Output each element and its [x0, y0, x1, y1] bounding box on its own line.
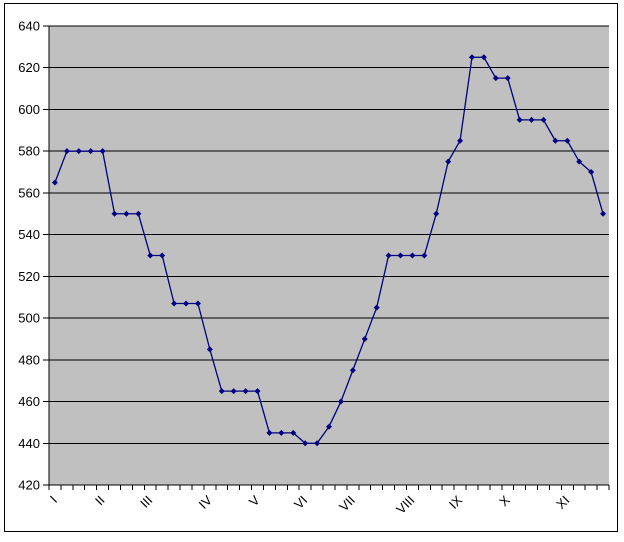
data-point-marker [504, 75, 511, 82]
data-point-marker [278, 429, 285, 436]
y-axis-tick-label: 640 [18, 19, 40, 34]
data-point-marker [457, 137, 464, 144]
data-point-marker [302, 440, 309, 447]
data-point-marker [397, 252, 404, 259]
x-axis-tick-label: IX [446, 492, 466, 512]
x-axis-tick-label: VII [336, 493, 358, 515]
data-point-marker [111, 210, 118, 217]
data-point-marker [183, 300, 190, 307]
data-point-marker [564, 137, 571, 144]
data-point-marker [528, 116, 535, 123]
data-point-marker [433, 210, 440, 217]
x-axis-tick-label: VI [291, 493, 310, 512]
data-point-marker [266, 429, 273, 436]
data-point-marker [552, 137, 559, 144]
x-axis-tick-label: IV [196, 492, 216, 512]
y-axis-tick-label: 420 [18, 478, 40, 493]
y-axis-tick-label: 440 [18, 436, 40, 451]
data-point-marker [373, 304, 380, 311]
data-point-marker [409, 252, 416, 259]
x-axis-tick-label: V [246, 492, 263, 509]
data-point-marker [337, 398, 344, 405]
y-axis-tick-label: 620 [18, 60, 40, 75]
data-point-marker [516, 116, 523, 123]
y-axis-tick-label: 560 [18, 185, 40, 200]
x-axis-tick-label: III [137, 493, 155, 511]
data-point-marker [576, 158, 583, 165]
x-axis-tick-label: XI [553, 493, 572, 512]
data-point-marker [600, 210, 607, 217]
y-axis-tick-label: 520 [18, 269, 40, 284]
data-point-marker [51, 179, 58, 186]
y-axis-tick-label: 480 [18, 352, 40, 367]
data-point-marker [349, 367, 356, 374]
data-point-marker [314, 440, 321, 447]
data-point-marker [480, 54, 487, 61]
data-point-marker [588, 169, 595, 176]
plot-area [49, 26, 609, 485]
data-point-marker [445, 158, 452, 165]
data-point-marker [159, 252, 166, 259]
data-point-marker [218, 388, 225, 395]
data-point-marker [421, 252, 428, 259]
data-point-marker [147, 252, 154, 259]
data-point-marker [135, 210, 142, 217]
data-point-marker [492, 75, 499, 82]
x-axis-tick-label: II [92, 493, 108, 509]
y-axis-tick-label: 540 [18, 227, 40, 242]
data-point-marker [75, 148, 82, 155]
data-point-marker [194, 300, 201, 307]
x-axis-tick-label: X [496, 492, 513, 509]
y-axis-tick-label: 460 [18, 394, 40, 409]
data-point-marker [361, 335, 368, 342]
data-point-marker [230, 388, 237, 395]
x-axis-tick-label: VIII [393, 493, 417, 517]
data-point-marker [326, 423, 332, 430]
data-point-marker [290, 429, 297, 436]
data-point-marker [540, 116, 547, 123]
y-axis-tick-label: 500 [18, 311, 40, 326]
data-point-marker [123, 210, 130, 217]
x-axis-tick-label: I [47, 493, 60, 506]
y-axis-tick-label: 600 [18, 102, 40, 117]
data-point-marker [468, 54, 475, 61]
data-point-marker [206, 346, 213, 353]
data-point-marker [242, 388, 249, 395]
data-point-marker [87, 148, 94, 155]
data-point-marker [385, 252, 392, 259]
data-point-marker [171, 300, 178, 307]
chart-object[interactable]: 640 620 600 580 560 540 520 500 480 460 440 420 I II I… [4, 3, 618, 532]
y-axis-tick-label: 580 [18, 144, 40, 159]
data-point-marker [99, 148, 106, 155]
